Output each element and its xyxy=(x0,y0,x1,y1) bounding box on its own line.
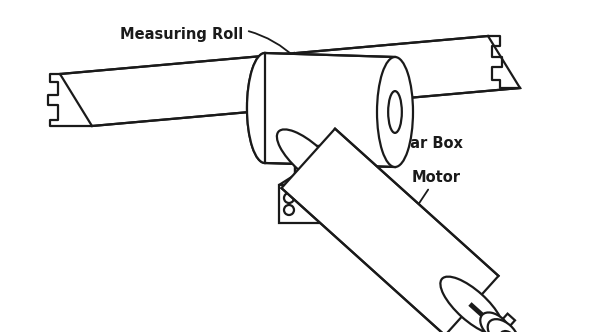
Ellipse shape xyxy=(277,129,340,187)
Polygon shape xyxy=(265,53,395,167)
Ellipse shape xyxy=(295,146,341,168)
Circle shape xyxy=(284,205,294,215)
Text: Measuring Roll: Measuring Roll xyxy=(120,27,296,59)
Circle shape xyxy=(284,193,294,203)
Text: Encoder: Encoder xyxy=(0,331,1,332)
Text: Motor: Motor xyxy=(412,170,461,213)
Ellipse shape xyxy=(295,146,341,168)
Polygon shape xyxy=(281,129,499,332)
Polygon shape xyxy=(279,185,331,223)
Text: Gear Box: Gear Box xyxy=(319,136,463,192)
Ellipse shape xyxy=(377,57,413,167)
Polygon shape xyxy=(331,171,353,223)
Circle shape xyxy=(316,205,326,215)
Ellipse shape xyxy=(480,312,511,332)
Polygon shape xyxy=(484,314,515,332)
Ellipse shape xyxy=(247,53,283,163)
Ellipse shape xyxy=(500,331,517,332)
Ellipse shape xyxy=(440,277,503,332)
Ellipse shape xyxy=(247,53,283,163)
Polygon shape xyxy=(295,157,341,181)
Ellipse shape xyxy=(388,91,402,133)
Polygon shape xyxy=(279,171,353,185)
Ellipse shape xyxy=(295,170,341,192)
Circle shape xyxy=(316,193,326,203)
Ellipse shape xyxy=(488,319,518,332)
Polygon shape xyxy=(60,36,520,126)
